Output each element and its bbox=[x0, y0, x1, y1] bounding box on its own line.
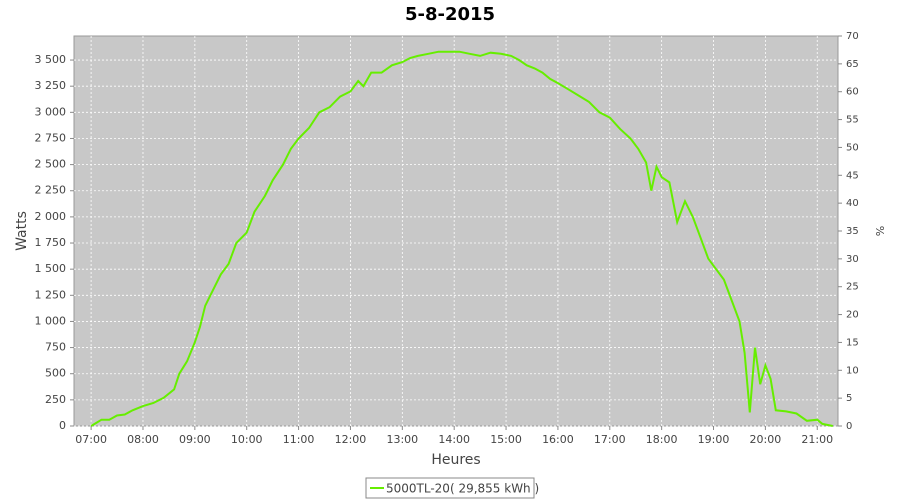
y-tick-label: 2 750 bbox=[35, 131, 67, 144]
y-tick-label: 3 000 bbox=[35, 105, 67, 118]
y2-tick-label: 40 bbox=[846, 198, 859, 209]
y2-tick-label: 65 bbox=[846, 59, 859, 70]
y2-tick-label: 10 bbox=[846, 365, 859, 376]
y2-tick-label: 30 bbox=[846, 254, 859, 265]
y-tick-label: 3 500 bbox=[35, 53, 67, 66]
x-tick-label: 18:00 bbox=[646, 433, 678, 446]
data-line bbox=[90, 50, 833, 427]
x-tick-label: 15:00 bbox=[490, 433, 522, 446]
x-tick-label: 20:00 bbox=[750, 433, 782, 446]
y2-tick-label: 50 bbox=[846, 142, 859, 153]
x-tick-label: 11:00 bbox=[283, 433, 315, 446]
y-tick-label: 3 250 bbox=[35, 79, 67, 92]
y2-tick-label: 60 bbox=[846, 87, 859, 98]
y-tick-label: 2 500 bbox=[35, 158, 67, 171]
x-axis-label: Heures bbox=[431, 452, 480, 468]
chart-title: 5-8-2015 bbox=[405, 4, 495, 25]
y-tick-label: 1 000 bbox=[35, 314, 67, 327]
y2-tick-label: 0 bbox=[846, 421, 852, 432]
legend bbox=[365, 477, 535, 499]
legend-label: 5000TL-20( 29,855 kWh ) bbox=[386, 482, 539, 496]
y2-tick-label: 35 bbox=[846, 226, 859, 237]
y-tick-label: 1 750 bbox=[35, 236, 67, 249]
y2-tick-label: 25 bbox=[846, 282, 859, 293]
y-tick-label: 2 250 bbox=[35, 184, 67, 197]
plot-area bbox=[73, 35, 839, 427]
y-tick-label: 1 500 bbox=[35, 262, 67, 275]
y2-tick-label: 15 bbox=[846, 337, 859, 348]
x-tick-label: 09:00 bbox=[179, 433, 211, 446]
y-tick-label: 250 bbox=[45, 393, 66, 406]
y2-tick-label: 20 bbox=[846, 310, 859, 321]
y-tick-label: 0 bbox=[59, 419, 66, 432]
x-tick-label: 14:00 bbox=[438, 433, 470, 446]
y-axis-label: Watts bbox=[14, 211, 30, 251]
x-tick-label: 17:00 bbox=[594, 433, 626, 446]
x-tick-label: 12:00 bbox=[335, 433, 367, 446]
y2-axis-label: % bbox=[874, 226, 887, 236]
x-tick-label: 10:00 bbox=[231, 433, 263, 446]
x-tick-label: 16:00 bbox=[542, 433, 574, 446]
x-tick-label: 13:00 bbox=[386, 433, 418, 446]
y-tick-label: 1 250 bbox=[35, 288, 67, 301]
y2-tick-label: 5 bbox=[846, 393, 852, 404]
x-tick-label: 08:00 bbox=[127, 433, 159, 446]
y-tick-label: 750 bbox=[45, 341, 66, 354]
y2-tick-label: 55 bbox=[846, 115, 859, 126]
y-tick-label: 2 000 bbox=[35, 210, 67, 223]
y-tick-label: 500 bbox=[45, 367, 66, 380]
x-tick-label: 07:00 bbox=[75, 433, 107, 446]
y2-tick-label: 45 bbox=[846, 170, 859, 181]
x-tick-label: 19:00 bbox=[698, 433, 730, 446]
y2-tick-label: 70 bbox=[846, 31, 859, 42]
x-tick-label: 21:00 bbox=[801, 433, 833, 446]
